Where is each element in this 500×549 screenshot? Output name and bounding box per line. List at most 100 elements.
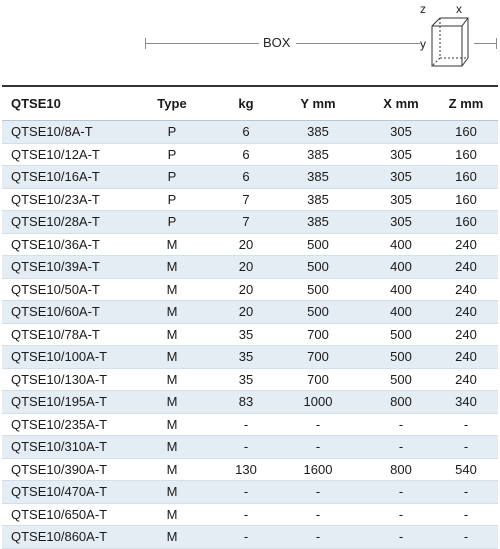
table-body: QTSE10/8A-T P 6 385 305 160 QTSE10/12A-T P 6 385 3…	[2, 120, 498, 549]
table-row: QTSE10/470A-T M - - - -	[2, 480, 498, 504]
cell-x-mm: 500	[368, 345, 434, 369]
cell-type: M	[120, 413, 224, 436]
cell-x-mm: 305	[368, 210, 434, 234]
cell-y-mm: -	[268, 503, 368, 526]
cell-model: QTSE10/130A-T	[2, 368, 120, 391]
axis-label-y: y	[420, 37, 426, 51]
cell-z-mm: -	[434, 435, 498, 459]
table-row: QTSE10/310A-T M - - - -	[2, 435, 498, 459]
cell-z-mm: 240	[434, 278, 498, 301]
cell-type: P	[120, 210, 224, 234]
cell-z-mm: 340	[434, 390, 498, 414]
cell-y-mm: 1000	[268, 390, 368, 414]
table-row: QTSE10/50A-T M 20 500 400 240	[2, 278, 498, 301]
cell-x-mm: 400	[368, 300, 434, 324]
cell-model: QTSE10/235A-T	[2, 413, 120, 436]
cell-model: QTSE10/470A-T	[2, 480, 120, 504]
cell-type: M	[120, 503, 224, 526]
cell-z-mm: 540	[434, 458, 498, 481]
cell-type: M	[120, 300, 224, 324]
cell-model: QTSE10/60A-T	[2, 300, 120, 324]
cell-kg: -	[224, 480, 268, 504]
cell-z-mm: 160	[434, 188, 498, 211]
cell-x-mm: 800	[368, 390, 434, 414]
cell-kg: 35	[224, 368, 268, 391]
column-header-model: QTSE10	[2, 87, 120, 121]
cell-x-mm: 500	[368, 323, 434, 346]
box-right-tick	[496, 38, 497, 49]
cell-z-mm: 160	[434, 210, 498, 234]
cell-y-mm: 385	[268, 188, 368, 211]
cell-kg: -	[224, 435, 268, 459]
cell-model: QTSE10/8A-T	[2, 120, 120, 144]
cell-y-mm: 700	[268, 368, 368, 391]
product-table: QTSE10 Type kg Y mm X mm Z mm QTSE10/8A-…	[2, 85, 498, 549]
cell-y-mm: -	[268, 413, 368, 436]
cell-type: M	[120, 323, 224, 346]
cell-y-mm: -	[268, 480, 368, 504]
cell-y-mm: 500	[268, 233, 368, 256]
table-row: QTSE10/195A-T M 83 1000 800 340	[2, 390, 498, 414]
table-row: QTSE10/39A-T M 20 500 400 240	[2, 255, 498, 279]
cell-x-mm: -	[368, 435, 434, 459]
cell-x-mm: 305	[368, 143, 434, 166]
cell-type: M	[120, 345, 224, 369]
cell-model: QTSE10/310A-T	[2, 435, 120, 459]
cell-kg: 130	[224, 458, 268, 481]
cell-kg: -	[224, 503, 268, 526]
table-header-row: QTSE10 Type kg Y mm X mm Z mm	[2, 87, 498, 121]
cell-kg: 20	[224, 300, 268, 324]
cell-z-mm: 240	[434, 233, 498, 256]
cell-z-mm: 160	[434, 120, 498, 144]
box-dimension-line-far-right	[474, 43, 496, 44]
cell-model: QTSE10/195A-T	[2, 390, 120, 414]
cell-y-mm: 500	[268, 278, 368, 301]
table-row: QTSE10/36A-T M 20 500 400 240	[2, 233, 498, 256]
table-row: QTSE10/60A-T M 20 500 400 240	[2, 300, 498, 324]
cell-x-mm: 400	[368, 233, 434, 256]
cell-kg: 20	[224, 278, 268, 301]
cell-x-mm: 305	[368, 165, 434, 189]
cell-y-mm: 385	[268, 143, 368, 166]
cell-z-mm: 240	[434, 323, 498, 346]
cell-kg: 6	[224, 143, 268, 166]
cell-x-mm: -	[368, 480, 434, 504]
cell-type: M	[120, 278, 224, 301]
column-header-type: Type	[120, 87, 224, 121]
table-row: QTSE10/23A-T P 7 385 305 160	[2, 188, 498, 211]
box-dimension-line-left	[145, 43, 260, 44]
table-row: QTSE10/12A-T P 6 385 305 160	[2, 143, 498, 166]
cell-x-mm: 305	[368, 188, 434, 211]
cell-type: M	[120, 233, 224, 256]
cell-model: QTSE10/36A-T	[2, 233, 120, 256]
cell-x-mm: 400	[368, 278, 434, 301]
cell-kg: 7	[224, 188, 268, 211]
column-header-y-mm: Y mm	[268, 87, 368, 121]
cell-y-mm: 500	[268, 255, 368, 279]
cell-z-mm: 240	[434, 300, 498, 324]
cell-type: M	[120, 368, 224, 391]
table-row: QTSE10/860A-T M - - - -	[2, 525, 498, 549]
cell-z-mm: -	[434, 480, 498, 504]
cell-y-mm: 1600	[268, 458, 368, 481]
cell-model: QTSE10/28A-T	[2, 210, 120, 234]
cell-type: P	[120, 120, 224, 144]
cell-z-mm: -	[434, 413, 498, 436]
cell-model: QTSE10/650A-T	[2, 503, 120, 526]
cell-kg: 83	[224, 390, 268, 414]
table-row: QTSE10/100A-T M 35 700 500 240	[2, 345, 498, 369]
cell-model: QTSE10/12A-T	[2, 143, 120, 166]
box-dimension-header: BOX z x y	[0, 0, 500, 82]
cell-y-mm: 700	[268, 323, 368, 346]
table-row: QTSE10/130A-T M 35 700 500 240	[2, 368, 498, 391]
cell-z-mm: 160	[434, 165, 498, 189]
cell-x-mm: 305	[368, 120, 434, 144]
cell-model: QTSE10/23A-T	[2, 188, 120, 211]
cell-kg: 6	[224, 120, 268, 144]
box-label: BOX	[259, 35, 295, 50]
cell-type: M	[120, 458, 224, 481]
column-header-kg: kg	[224, 87, 268, 121]
table-row: QTSE10/16A-T P 6 385 305 160	[2, 165, 498, 189]
cell-z-mm: 240	[434, 255, 498, 279]
cell-x-mm: 400	[368, 255, 434, 279]
